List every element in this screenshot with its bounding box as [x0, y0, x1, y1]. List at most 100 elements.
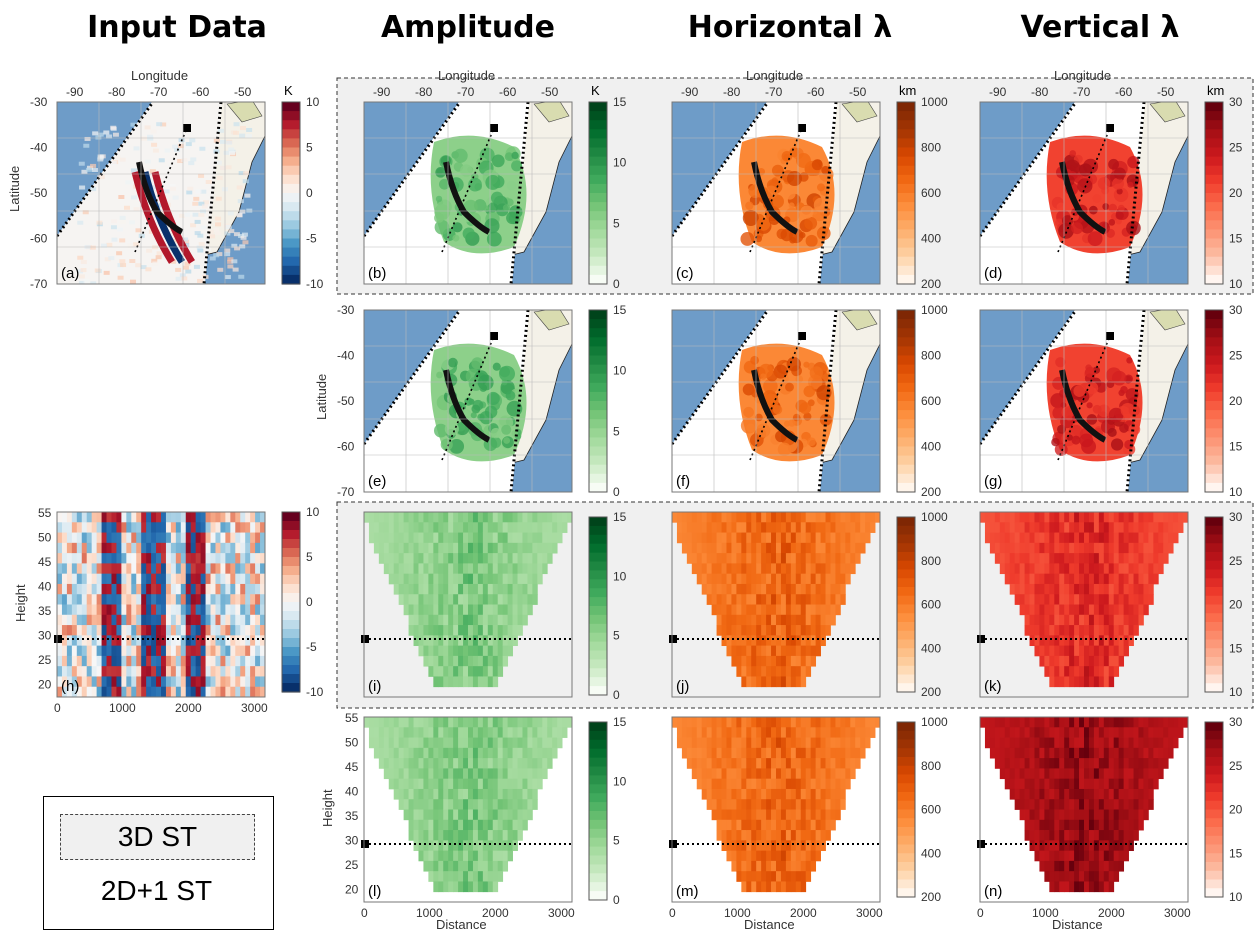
section-cell	[66, 666, 73, 677]
section-cell	[195, 512, 202, 523]
section-cell	[458, 655, 464, 667]
section-cell	[96, 522, 102, 533]
section-cell	[820, 532, 826, 544]
section-cell	[413, 840, 419, 852]
section-cell	[225, 686, 231, 698]
section-cell	[780, 850, 787, 862]
section-cell	[57, 655, 63, 667]
section-cell	[1098, 840, 1105, 852]
section-cell	[850, 522, 856, 533]
section-cell	[121, 666, 127, 677]
section-cell	[790, 522, 797, 533]
section-cell	[463, 819, 469, 831]
colorbar-segment	[589, 668, 607, 678]
data-cell	[130, 168, 137, 173]
section-cell	[706, 522, 713, 533]
colorbar-segment	[897, 748, 915, 758]
section-cell	[1079, 727, 1085, 738]
section-cell	[220, 522, 226, 533]
section-cell	[502, 625, 509, 636]
section-cell	[1138, 768, 1144, 780]
section-cell	[1158, 747, 1164, 759]
section-cell	[492, 819, 499, 831]
section-cell	[1098, 881, 1105, 893]
data-cell	[118, 195, 125, 200]
height-tick-label: 30	[345, 834, 359, 848]
section-cell	[438, 830, 444, 841]
field-cell	[506, 180, 517, 191]
section-cell	[1014, 788, 1021, 800]
section-cell	[751, 778, 757, 790]
section-cell	[61, 645, 68, 657]
section-cell	[1034, 768, 1040, 780]
colorbar-segment	[282, 530, 300, 540]
longitude-tick-label: -50	[234, 85, 252, 99]
section-cell	[91, 625, 98, 636]
section-cell	[1118, 778, 1125, 790]
section-cell	[141, 553, 147, 564]
section-cell	[468, 778, 474, 790]
section-cell	[1084, 737, 1090, 749]
section-cell	[403, 553, 409, 564]
section-cell	[76, 625, 83, 636]
section-cell	[756, 604, 762, 616]
section-cell	[368, 512, 375, 523]
section-cell	[741, 768, 747, 780]
section-cell	[681, 737, 688, 749]
section-cell	[1084, 563, 1090, 575]
section-cell	[1118, 522, 1125, 533]
section-cell	[458, 532, 464, 544]
section-cell	[795, 573, 802, 585]
section-cell	[1173, 717, 1179, 728]
section-cell	[458, 573, 464, 585]
section-cell	[756, 573, 762, 585]
section-cell	[71, 583, 78, 595]
section-cell	[1029, 522, 1035, 533]
section-cell	[1019, 522, 1025, 533]
section-cell	[1103, 676, 1110, 688]
section-cell	[477, 850, 484, 862]
section-cell	[408, 727, 414, 738]
section-cell	[736, 594, 742, 605]
section-cell	[736, 819, 742, 831]
section-cell	[776, 655, 782, 667]
section-cell	[364, 512, 370, 523]
section-cell	[428, 625, 434, 636]
section-cell	[711, 604, 717, 616]
panel-label: (d)	[984, 265, 1002, 282]
colorbar-tick-label: 600	[921, 394, 941, 408]
section-cell	[190, 604, 197, 616]
section-cell	[1108, 512, 1115, 523]
data-cell	[171, 238, 178, 243]
section-cell	[751, 583, 757, 595]
section-cell	[487, 625, 494, 636]
colorbar-segment	[589, 517, 607, 527]
section-cell	[517, 573, 523, 585]
section-cell	[57, 625, 63, 636]
section-cell	[512, 604, 518, 616]
section-cell	[161, 522, 167, 533]
data-cell	[111, 237, 118, 242]
section-cell	[1108, 871, 1115, 882]
section-cell	[746, 542, 752, 554]
section-cell	[482, 676, 489, 688]
section-cell	[771, 655, 777, 667]
section-cell	[255, 625, 261, 636]
distance-tick-label: 0	[669, 906, 676, 920]
section-cell	[865, 532, 871, 544]
section-cell	[151, 512, 157, 523]
wave-band	[141, 171, 185, 264]
section-cell	[721, 573, 727, 585]
section-cell	[1108, 532, 1115, 544]
section-cell	[1069, 532, 1075, 544]
section-cell	[731, 625, 737, 636]
section-cell	[423, 563, 429, 575]
section-cell	[1084, 573, 1090, 585]
section-cell	[468, 583, 474, 595]
section-cell	[701, 553, 708, 564]
longitude-tick-label: -80	[1031, 85, 1049, 99]
section-cell	[151, 604, 157, 616]
section-cell	[185, 604, 192, 616]
section-cell	[780, 737, 787, 749]
section-cell	[731, 830, 737, 841]
